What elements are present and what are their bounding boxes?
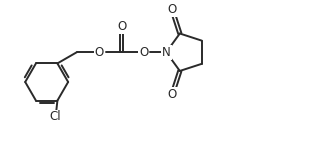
Text: N: N	[162, 46, 171, 59]
Text: O: O	[167, 3, 177, 16]
Text: O: O	[117, 20, 126, 33]
Text: O: O	[139, 46, 149, 59]
Text: Cl: Cl	[49, 111, 61, 123]
Text: O: O	[167, 88, 177, 101]
Text: O: O	[95, 46, 104, 59]
